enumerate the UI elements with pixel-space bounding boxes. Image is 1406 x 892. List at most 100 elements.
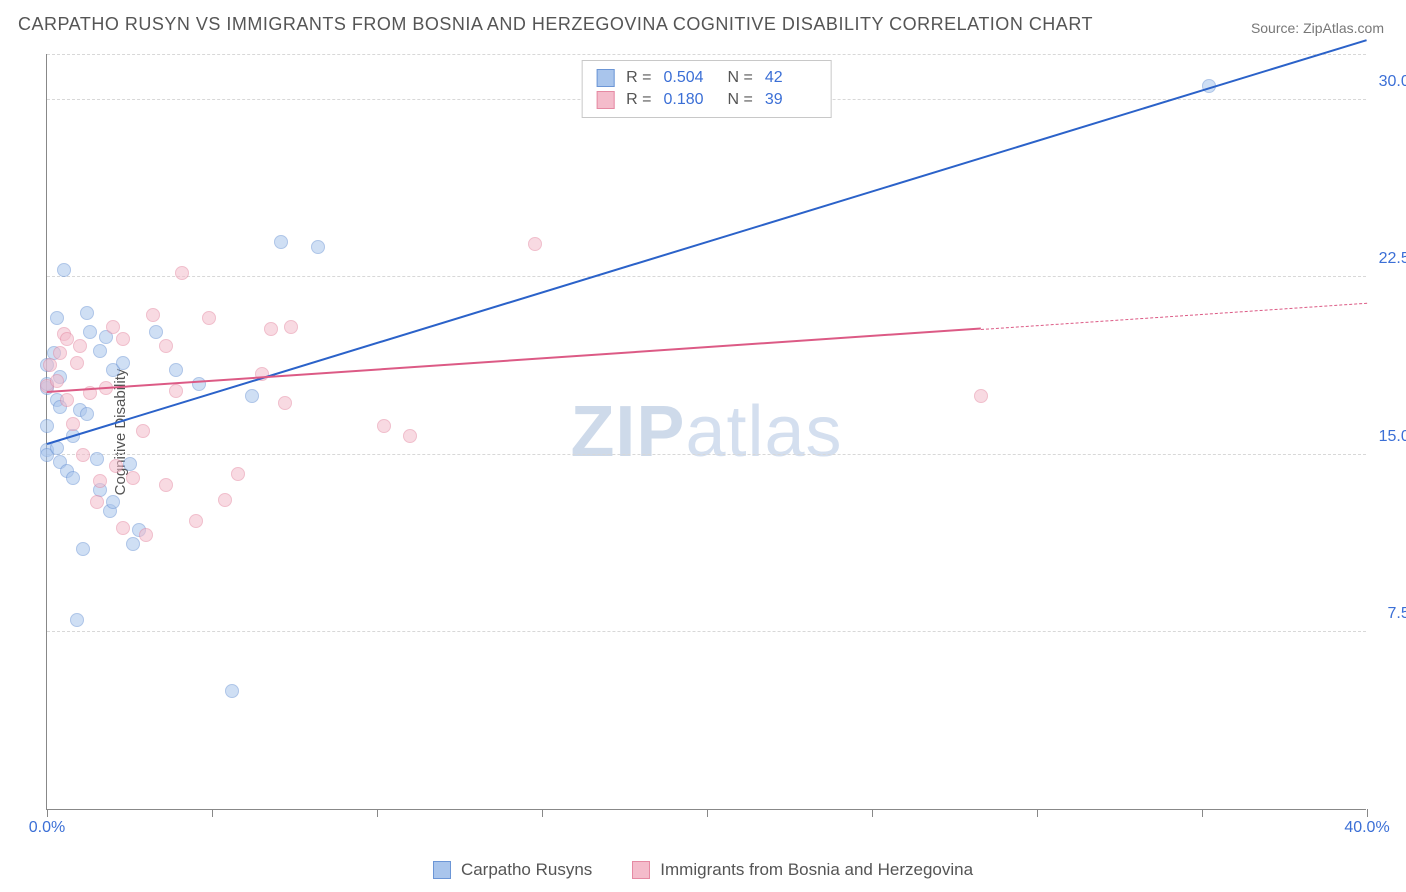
legend-swatch-0 bbox=[433, 861, 451, 879]
scatter-point bbox=[43, 358, 57, 372]
legend-n-label: N = bbox=[728, 91, 753, 109]
x-tick bbox=[1202, 809, 1203, 817]
legend-r-value: 0.504 bbox=[664, 69, 716, 87]
y-tick-label: 30.0% bbox=[1379, 73, 1406, 91]
scatter-point bbox=[80, 407, 94, 421]
scatter-point bbox=[278, 396, 292, 410]
gridline-h bbox=[47, 454, 1366, 455]
legend-label-0: Carpatho Rusyns bbox=[461, 860, 592, 880]
scatter-point bbox=[60, 393, 74, 407]
scatter-point bbox=[76, 448, 90, 462]
scatter-point bbox=[90, 452, 104, 466]
correlation-legend-row: R =0.504N =42 bbox=[596, 67, 817, 89]
scatter-point bbox=[169, 384, 183, 398]
scatter-point bbox=[73, 339, 87, 353]
scatter-point bbox=[116, 521, 130, 535]
trend-line bbox=[47, 328, 981, 394]
scatter-point bbox=[60, 332, 74, 346]
correlation-legend: R =0.504N =42R =0.180N =39 bbox=[581, 60, 832, 118]
scatter-point bbox=[139, 528, 153, 542]
scatter-point bbox=[123, 457, 137, 471]
scatter-point bbox=[169, 363, 183, 377]
watermark-light: atlas bbox=[685, 392, 842, 472]
scatter-point bbox=[159, 339, 173, 353]
trend-line-dashed bbox=[981, 302, 1367, 329]
scatter-point bbox=[76, 542, 90, 556]
gridline-h bbox=[47, 276, 1366, 277]
scatter-point bbox=[377, 419, 391, 433]
legend-swatch bbox=[596, 69, 614, 87]
scatter-point bbox=[93, 474, 107, 488]
legend-r-value: 0.180 bbox=[664, 91, 716, 109]
bottom-legend: Carpatho Rusyns Immigrants from Bosnia a… bbox=[0, 860, 1406, 880]
legend-r-label: R = bbox=[626, 69, 651, 87]
scatter-point bbox=[284, 320, 298, 334]
source-attribution: Source: ZipAtlas.com bbox=[1251, 20, 1384, 36]
scatter-point bbox=[70, 613, 84, 627]
x-tick bbox=[542, 809, 543, 817]
x-tick bbox=[707, 809, 708, 817]
plot-area: Cognitive Disability ZIPatlas 7.5%15.0%2… bbox=[46, 54, 1366, 810]
scatter-point bbox=[106, 320, 120, 334]
scatter-point bbox=[126, 471, 140, 485]
scatter-point bbox=[136, 424, 150, 438]
scatter-point bbox=[70, 356, 84, 370]
scatter-point bbox=[528, 237, 542, 251]
scatter-point bbox=[93, 344, 107, 358]
scatter-point bbox=[40, 419, 54, 433]
scatter-point bbox=[202, 311, 216, 325]
scatter-point bbox=[126, 537, 140, 551]
legend-n-value: 42 bbox=[765, 69, 817, 87]
chart-title: CARPATHO RUSYN VS IMMIGRANTS FROM BOSNIA… bbox=[18, 14, 1093, 35]
scatter-point bbox=[974, 389, 988, 403]
scatter-point bbox=[90, 495, 104, 509]
scatter-point bbox=[53, 346, 67, 360]
gridline-h bbox=[47, 54, 1366, 55]
correlation-legend-row: R =0.180N =39 bbox=[596, 89, 817, 111]
scatter-point bbox=[116, 332, 130, 346]
scatter-point bbox=[149, 325, 163, 339]
scatter-point bbox=[83, 325, 97, 339]
scatter-point bbox=[159, 478, 173, 492]
legend-r-label: R = bbox=[626, 91, 651, 109]
legend-item-series-1: Immigrants from Bosnia and Herzegovina bbox=[632, 860, 973, 880]
x-tick-label: 0.0% bbox=[29, 819, 65, 837]
scatter-point bbox=[225, 684, 239, 698]
scatter-point bbox=[218, 493, 232, 507]
chart-container: CARPATHO RUSYN VS IMMIGRANTS FROM BOSNIA… bbox=[0, 0, 1406, 892]
x-tick bbox=[212, 809, 213, 817]
y-tick-label: 22.5% bbox=[1379, 250, 1406, 268]
scatter-point bbox=[264, 322, 278, 336]
legend-label-1: Immigrants from Bosnia and Herzegovina bbox=[660, 860, 973, 880]
scatter-point bbox=[245, 389, 259, 403]
watermark-bold: ZIP bbox=[570, 392, 685, 472]
legend-item-series-0: Carpatho Rusyns bbox=[433, 860, 592, 880]
scatter-point bbox=[106, 495, 120, 509]
legend-swatch bbox=[596, 91, 614, 109]
scatter-point bbox=[175, 266, 189, 280]
scatter-point bbox=[116, 356, 130, 370]
x-tick bbox=[1367, 809, 1368, 817]
scatter-point bbox=[66, 471, 80, 485]
watermark: ZIPatlas bbox=[570, 391, 842, 473]
scatter-point bbox=[311, 240, 325, 254]
scatter-point bbox=[192, 377, 206, 391]
gridline-h bbox=[47, 631, 1366, 632]
scatter-point bbox=[189, 514, 203, 528]
scatter-point bbox=[231, 467, 245, 481]
scatter-point bbox=[57, 263, 71, 277]
x-tick bbox=[47, 809, 48, 817]
scatter-point bbox=[146, 308, 160, 322]
y-tick-label: 7.5% bbox=[1388, 605, 1406, 623]
legend-swatch-1 bbox=[632, 861, 650, 879]
x-tick bbox=[1037, 809, 1038, 817]
x-tick-label: 40.0% bbox=[1344, 819, 1389, 837]
scatter-point bbox=[50, 374, 64, 388]
scatter-point bbox=[66, 417, 80, 431]
x-tick bbox=[872, 809, 873, 817]
scatter-point bbox=[274, 235, 288, 249]
scatter-point bbox=[403, 429, 417, 443]
scatter-point bbox=[80, 306, 94, 320]
y-tick-label: 15.0% bbox=[1379, 428, 1406, 446]
x-tick bbox=[377, 809, 378, 817]
